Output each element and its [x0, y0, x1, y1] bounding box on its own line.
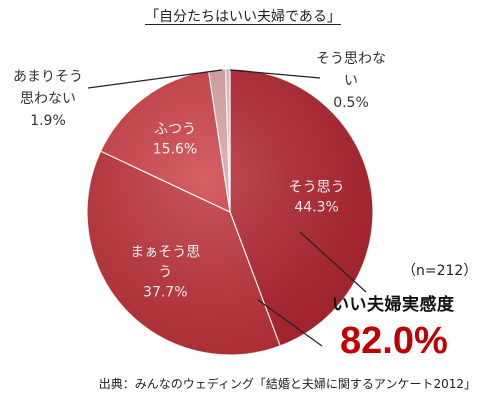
slice-label-amari-line1: あまりそう — [13, 69, 83, 85]
chart-title: 「自分たちはいい夫婦である」 — [0, 6, 486, 26]
slice-label-soomowanai: そう思わな い 0.5% — [296, 48, 406, 114]
slice-value-amari: 1.9% — [30, 113, 66, 129]
leader-line-summary — [299, 231, 367, 293]
source-note: 出典：みんなのウェディング「結婚と夫婦に関するアンケート2012」 — [98, 377, 476, 391]
slice-value-soomowanai: 0.5% — [333, 95, 369, 111]
slice-label-maa-soomou: う — [158, 265, 172, 281]
slice-label-amari: あまりそう 思わない 1.9% — [0, 66, 96, 132]
leader-line-summary-2 — [257, 299, 323, 347]
slice-value-soomou: 44.3% — [294, 199, 338, 215]
slice-label-maa-soomou: まぁそう思 — [130, 245, 200, 261]
summary-label: いい夫婦実感度 — [332, 295, 455, 315]
sample-size-label: （n=212） — [402, 263, 478, 279]
summary-value: 82.0% — [340, 320, 448, 362]
slice-label-soomou: そう思う — [289, 179, 345, 195]
slice-label-futsuu: ふつう — [154, 121, 196, 137]
leader-line-amari — [87, 69, 223, 89]
chart-title-text: 「自分たちはいい夫婦である」 — [145, 9, 341, 25]
slice-label-soomowanai-line2: い — [344, 73, 358, 89]
slice-value-maa-soomou: 37.7% — [143, 285, 187, 301]
slice-value-futsuu: 15.6% — [153, 141, 197, 157]
slice-label-amari-line2: 思わない — [20, 91, 76, 107]
slice-label-soomowanai-line1: そう思わな — [316, 51, 386, 67]
leader-line-soomowanai — [229, 69, 321, 79]
